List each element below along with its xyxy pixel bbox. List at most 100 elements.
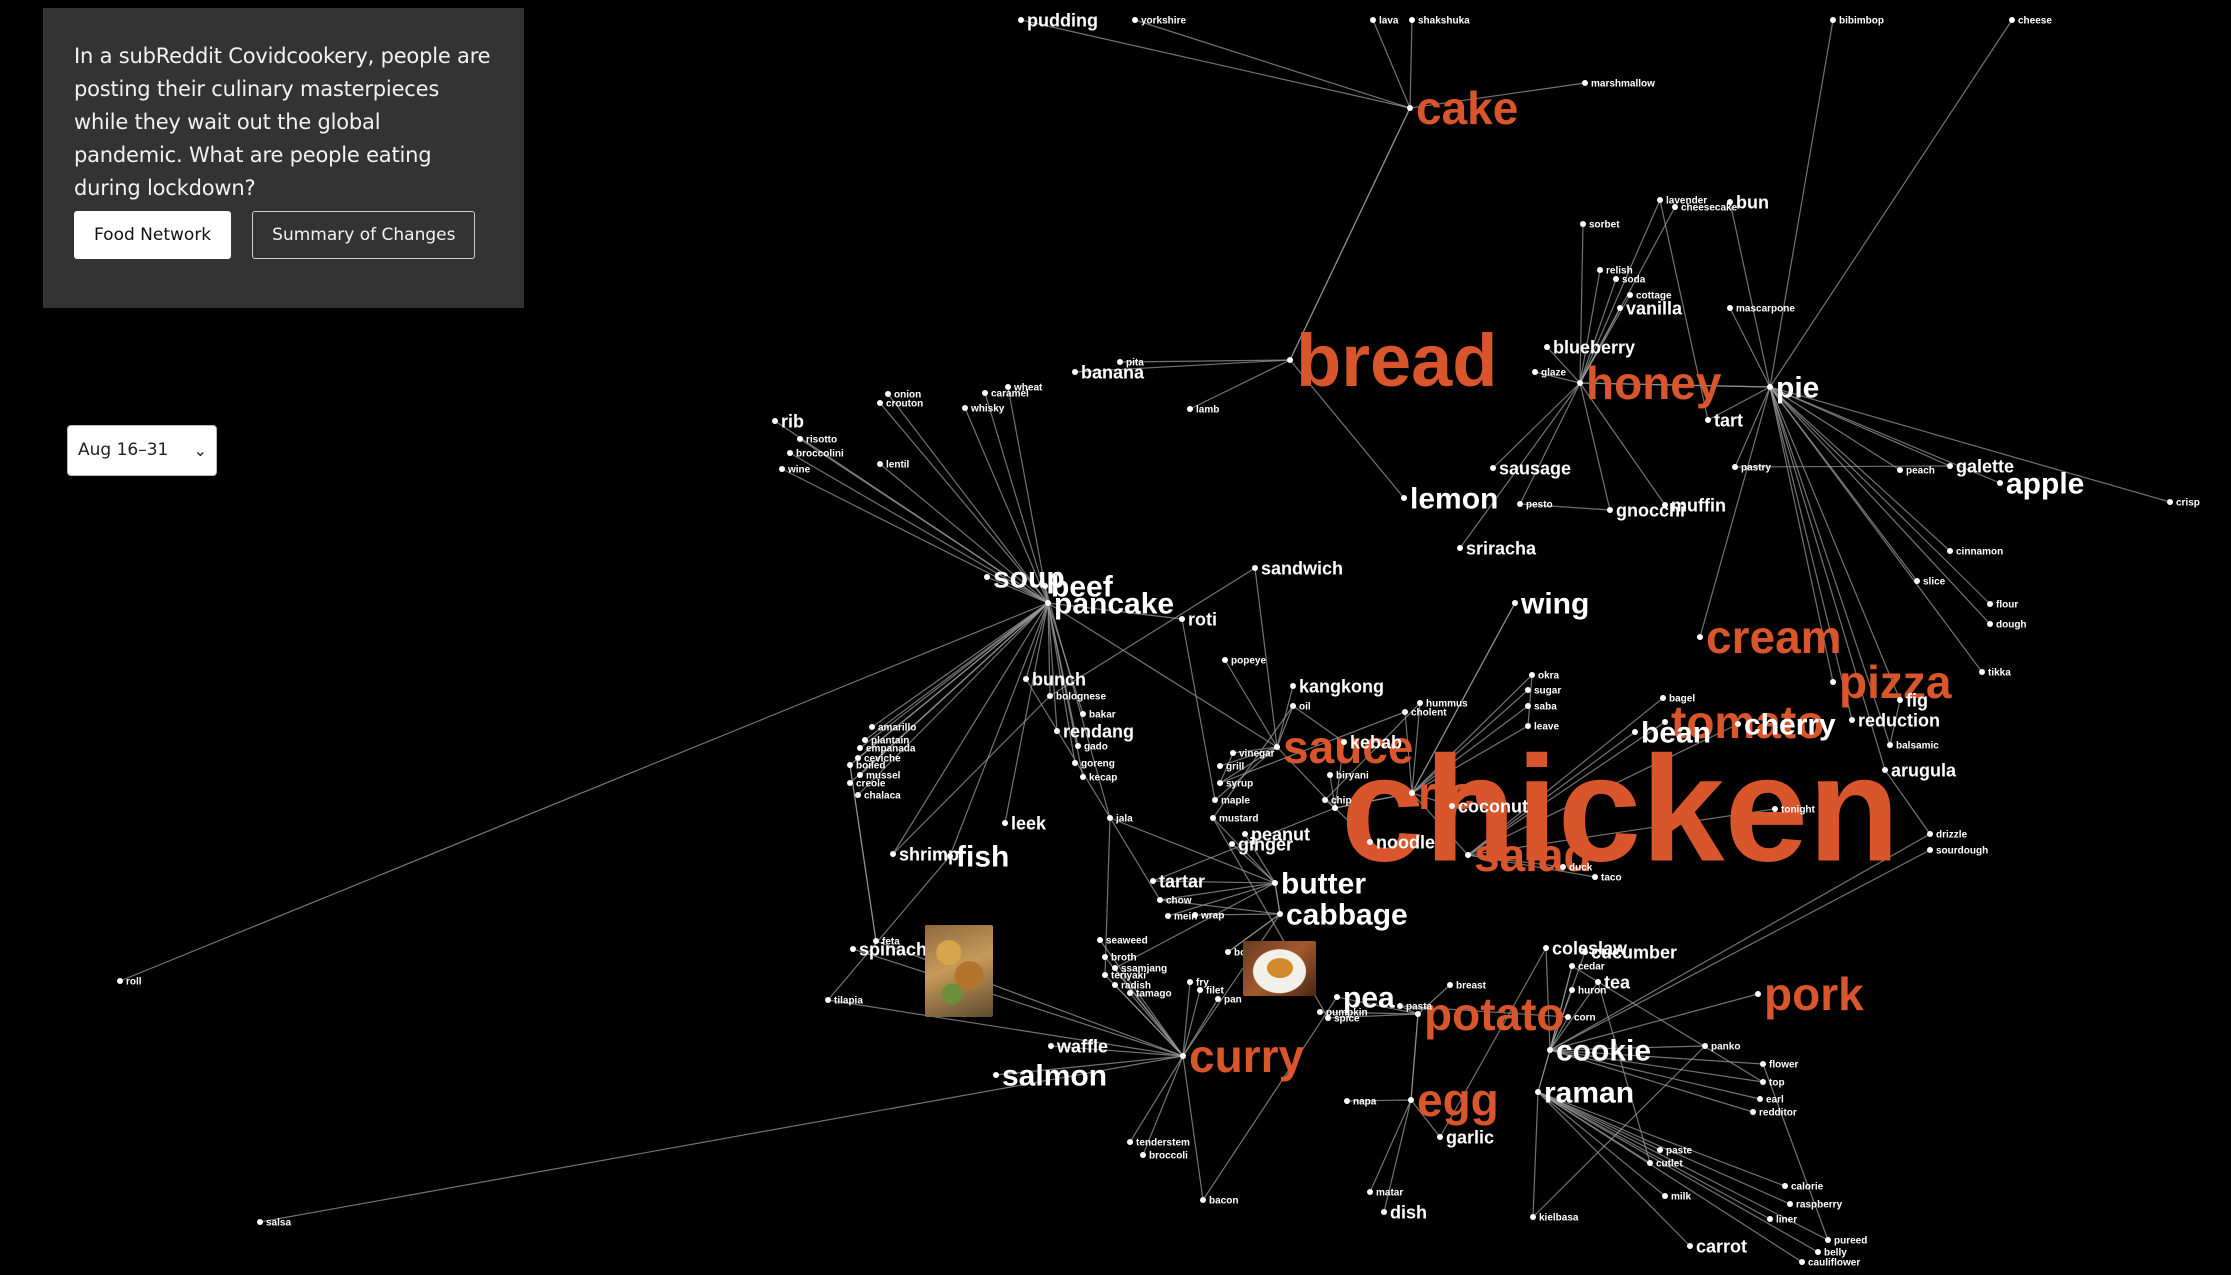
- word-node-dot[interactable]: [1987, 621, 1993, 627]
- word-node-label[interactable]: chicken: [1341, 725, 1900, 893]
- word-node-label[interactable]: kangkong: [1299, 676, 1384, 696]
- word-node-label[interactable]: rice: [1418, 767, 1500, 819]
- word-node-dot[interactable]: [1002, 820, 1008, 826]
- word-node-dot[interactable]: [1947, 463, 1953, 469]
- word-node-label[interactable]: pizza: [1839, 656, 1952, 708]
- word-node-dot[interactable]: [1334, 994, 1340, 1000]
- word-node-label[interactable]: beef: [1051, 571, 1114, 604]
- word-node-label[interactable]: napa: [1353, 1097, 1377, 1108]
- word-node-label[interactable]: teriyaki: [1111, 971, 1146, 982]
- word-node-label[interactable]: boiled: [856, 761, 885, 772]
- word-node-dot[interactable]: [1632, 729, 1638, 735]
- word-node-dot[interactable]: [1979, 669, 1985, 675]
- word-node-label[interactable]: tea: [1604, 972, 1631, 992]
- word-node-label[interactable]: pudding: [1027, 10, 1098, 30]
- word-node-dot[interactable]: [1732, 464, 1738, 470]
- word-node-dot[interactable]: [1230, 750, 1236, 756]
- word-node-dot[interactable]: [1697, 634, 1703, 640]
- word-node-label[interactable]: salad: [1474, 829, 1592, 881]
- word-node-dot[interactable]: [1102, 972, 1108, 978]
- word-node-dot[interactable]: [1662, 502, 1668, 508]
- word-node-label[interactable]: coleslaw: [1552, 938, 1628, 958]
- word-node-dot[interactable]: [1217, 780, 1223, 786]
- word-node-label[interactable]: cholent: [1411, 708, 1447, 719]
- word-node-label[interactable]: bun: [1736, 192, 1769, 212]
- word-node-dot[interactable]: [1287, 357, 1293, 363]
- word-node-dot[interactable]: [1927, 847, 1933, 853]
- word-node-dot[interactable]: [1344, 1098, 1350, 1104]
- word-node-dot[interactable]: [1787, 1201, 1793, 1207]
- word-node-dot[interactable]: [797, 436, 803, 442]
- word-node-label[interactable]: feta: [882, 937, 900, 948]
- word-node-dot[interactable]: [1757, 1096, 1763, 1102]
- word-node-dot[interactable]: [1560, 864, 1566, 870]
- word-node-dot[interactable]: [984, 574, 990, 580]
- word-node-label[interactable]: yorkshire: [1141, 16, 1186, 27]
- word-node-dot[interactable]: [1187, 406, 1193, 412]
- word-node-dot[interactable]: [1569, 963, 1575, 969]
- word-node-dot[interactable]: [873, 938, 879, 944]
- word-node-label[interactable]: sugar: [1534, 686, 1561, 697]
- word-node-label[interactable]: matar: [1376, 1188, 1403, 1199]
- word-node-dot[interactable]: [1341, 739, 1347, 745]
- word-node-label[interactable]: plantain: [871, 736, 909, 747]
- word-node-dot[interactable]: [1529, 672, 1535, 678]
- word-node-label[interactable]: radish: [1121, 981, 1151, 992]
- word-node-dot[interactable]: [2009, 17, 2015, 23]
- word-node-label[interactable]: cedar: [1578, 962, 1605, 973]
- word-node-label[interactable]: risotto: [806, 435, 837, 446]
- word-node-dot[interactable]: [1592, 874, 1598, 880]
- date-range-select[interactable]: Aug 16–31 ⌄: [67, 425, 217, 476]
- word-node-label[interactable]: pan: [1224, 995, 1242, 1006]
- word-node-label[interactable]: salsa: [266, 1218, 291, 1229]
- word-node-label[interactable]: seaweed: [1106, 936, 1148, 947]
- word-node-label[interactable]: sourdough: [1936, 846, 1988, 857]
- word-node-dot[interactable]: [1947, 548, 1953, 554]
- word-node-label[interactable]: oil: [1299, 702, 1311, 713]
- word-node-label[interactable]: roll: [126, 977, 142, 988]
- word-node-label[interactable]: bakar: [1089, 710, 1116, 721]
- word-node-dot[interactable]: [1222, 657, 1228, 663]
- word-node-dot[interactable]: [1047, 693, 1053, 699]
- word-node-label[interactable]: reduction: [1858, 710, 1940, 730]
- word-node-dot[interactable]: [1782, 1183, 1788, 1189]
- word-node-label[interactable]: whisky: [970, 404, 1005, 415]
- word-node-dot[interactable]: [1617, 305, 1623, 311]
- word-node-dot[interactable]: [1702, 1043, 1708, 1049]
- word-node-dot[interactable]: [1327, 772, 1333, 778]
- word-node-label[interactable]: vinegar: [1239, 749, 1275, 760]
- word-node-dot[interactable]: [1290, 683, 1296, 689]
- word-node-dot[interactable]: [1457, 545, 1463, 551]
- word-node-label[interactable]: cherry: [1744, 709, 1836, 742]
- word-node-label[interactable]: flower: [1769, 1060, 1799, 1071]
- word-node-label[interactable]: cutlet: [1656, 1159, 1683, 1170]
- word-node-label[interactable]: arugula: [1891, 760, 1957, 780]
- word-node-dot[interactable]: [1192, 912, 1198, 918]
- word-node-label[interactable]: calorie: [1791, 1182, 1824, 1193]
- word-node-label[interactable]: lavender: [1666, 196, 1707, 207]
- word-node-label[interactable]: noodle: [1376, 832, 1435, 852]
- word-node-label[interactable]: tamago: [1136, 989, 1172, 1000]
- word-node-label[interactable]: glaze: [1541, 368, 1566, 379]
- word-node-label[interactable]: cheese: [2018, 16, 2052, 27]
- word-node-label[interactable]: ceviche: [864, 754, 901, 765]
- word-node-dot[interactable]: [890, 851, 896, 857]
- word-node-dot[interactable]: [1370, 17, 1376, 23]
- word-node-dot[interactable]: [877, 461, 883, 467]
- word-node-dot[interactable]: [1657, 197, 1663, 203]
- word-node-label[interactable]: sriracha: [1466, 538, 1537, 558]
- word-node-dot[interactable]: [1179, 616, 1185, 622]
- word-node-label[interactable]: slice: [1923, 577, 1946, 588]
- word-node-label[interactable]: pastry: [1741, 463, 1771, 474]
- food-photo-thumbnail[interactable]: [925, 925, 993, 1017]
- word-node-dot[interactable]: [869, 724, 875, 730]
- word-node-label[interactable]: kebab: [1350, 732, 1402, 752]
- word-node-label[interactable]: cheesecake: [1681, 203, 1738, 214]
- word-node-label[interactable]: banana: [1081, 362, 1145, 382]
- word-node-label[interactable]: raspberry: [1796, 1200, 1843, 1211]
- word-node-dot[interactable]: [1023, 676, 1029, 682]
- word-node-dot[interactable]: [1005, 384, 1011, 390]
- word-node-dot[interactable]: [1547, 1047, 1553, 1053]
- word-node-label[interactable]: pasta: [1406, 1002, 1433, 1013]
- word-node-dot[interactable]: [772, 418, 778, 424]
